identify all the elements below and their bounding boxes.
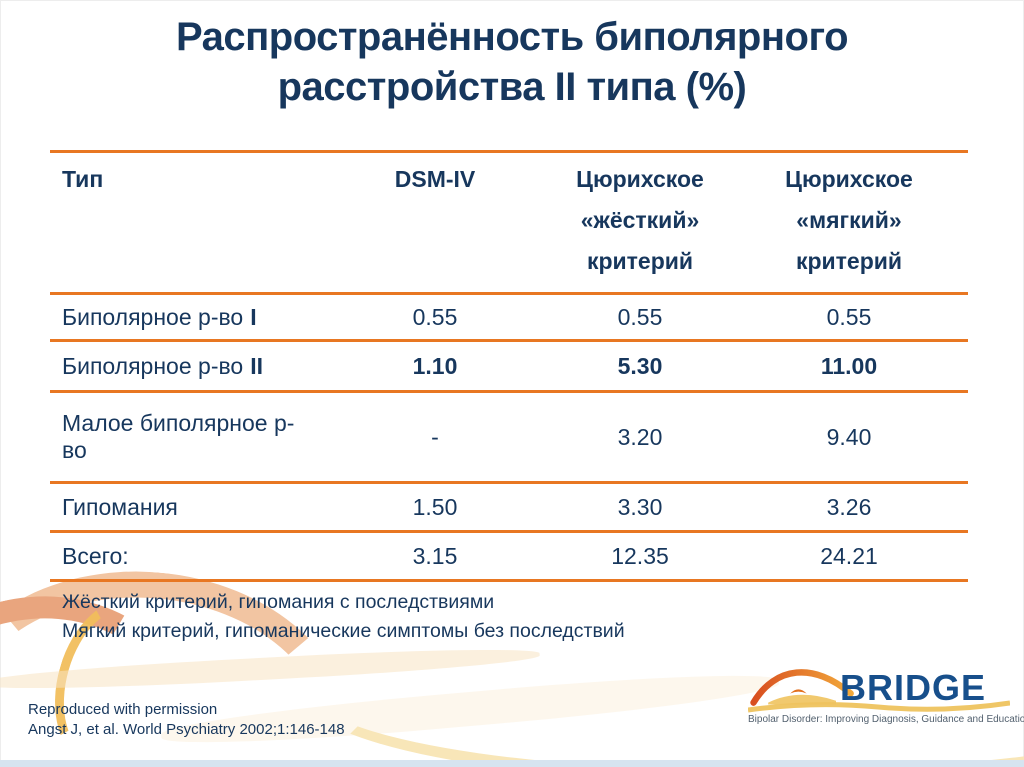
cell-value: 0.55 <box>412 303 458 330</box>
row-label: Биполярное р-во II <box>62 352 264 379</box>
row-label: Биполярное р-во I <box>62 303 257 330</box>
cell-value: 1.10 <box>412 352 458 379</box>
header-zurich-hard: Цюрихское «жёсткий» критерий <box>576 166 704 274</box>
citation: Reproduced with permission Angst J, et a… <box>28 700 345 740</box>
table-row: Гипомания 1.50 3.30 3.26 <box>50 481 968 530</box>
header-dsm-iv: DSM-IV <box>394 166 476 192</box>
cell-value: 12.35 <box>611 542 669 569</box>
slide-title-line1: Распространённость биполярного <box>175 15 849 59</box>
row-label: Гипомания <box>62 493 178 520</box>
table-header-row: Тип DSM-IV Цюрихское «жёсткий» критерий … <box>50 150 968 292</box>
cell-value: 3.26 <box>826 493 872 520</box>
cell-value: 0.55 <box>826 303 872 330</box>
cell-value: 3.30 <box>617 493 663 520</box>
permission-note: Reproduced with permission <box>28 701 218 718</box>
bottom-strip <box>0 760 1024 767</box>
logo-wave-icon <box>748 700 1010 713</box>
cell-value: 11.00 <box>820 352 878 379</box>
header-type: Тип <box>62 166 104 192</box>
cell-value: 9.40 <box>826 423 872 450</box>
slide-title-line2: расстройства II типа (%) <box>277 65 747 109</box>
logo-tagline: Bipolar Disorder: Improving Diagnosis, G… <box>748 714 1024 725</box>
cell-value: - <box>431 423 439 450</box>
table-row: Биполярное р-во I 0.55 0.55 0.55 <box>50 292 968 339</box>
cell-value: 0.55 <box>617 303 663 330</box>
logo-wordmark: BRIDGE <box>840 667 987 708</box>
reference-text: Angst J, et al. World Psychiatry 2002;1:… <box>28 721 345 738</box>
criteria-notes: Жёсткий критерий, гипомания с последстви… <box>62 588 625 646</box>
prevalence-table: Тип DSM-IV Цюрихское «жёсткий» критерий … <box>50 150 968 582</box>
table-row: Биполярное р-во II 1.10 5.30 11.00 <box>50 339 968 390</box>
cell-value: 5.30 <box>617 352 663 379</box>
table-row: Всего: 3.15 12.35 24.21 <box>50 530 968 582</box>
soft-criterion-note: Мягкий критерий, гипоманические симптомы… <box>62 620 625 642</box>
cell-value: 3.15 <box>412 542 458 569</box>
tan-ribbon-decoration <box>0 643 541 695</box>
row-label: Всего: <box>62 542 129 569</box>
cell-value: 3.20 <box>617 423 663 450</box>
header-zurich-soft: Цюрихское «мягкий» критерий <box>785 166 913 274</box>
table-row: Малое биполярное р-во - 3.20 9.40 <box>50 390 968 481</box>
bridge-logo: BRIDGE Bipolar Disorder: Improving Diagn… <box>748 660 1024 725</box>
cell-value: 1.50 <box>412 493 458 520</box>
slide-title: Распространённость биполярного расстройс… <box>0 12 1024 112</box>
cell-value: 24.21 <box>820 542 878 569</box>
hard-criterion-note: Жёсткий критерий, гипомания с последстви… <box>62 591 495 613</box>
row-label: Малое биполярное р-во <box>62 410 295 463</box>
bridge-arc-icon <box>750 669 854 706</box>
